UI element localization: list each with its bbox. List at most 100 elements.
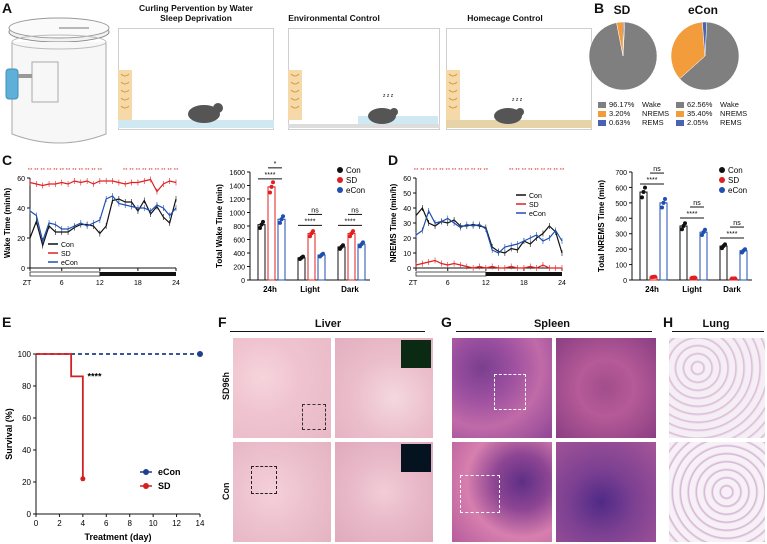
sig-star-col: * * xyxy=(41,168,45,174)
legend-swatch-wake xyxy=(598,102,606,108)
sig-star-col: * * xyxy=(446,168,450,174)
light-phase-bar xyxy=(415,271,487,277)
sig-star-col: * * xyxy=(465,168,469,174)
lung-title: Lung xyxy=(702,318,730,330)
spleen-title-rule xyxy=(456,331,652,332)
pie-slice-rems xyxy=(702,21,707,57)
lung-title-rule xyxy=(672,331,764,332)
spleen-sd-zoom-box xyxy=(494,374,526,410)
sig-star-col: * * xyxy=(161,168,165,174)
y-tick-label: 40 xyxy=(17,206,25,213)
pie-title-econ: eCon xyxy=(688,3,718,17)
liver-sd-zoom-box xyxy=(302,404,326,430)
legend-text-sd: SD xyxy=(346,176,357,185)
sig-star-col: * * xyxy=(471,168,475,174)
x-tick-label: 24 xyxy=(172,280,180,287)
y-tick-label: 60 xyxy=(22,414,31,423)
x-tick-label: 4 xyxy=(81,519,86,528)
data-dot xyxy=(321,251,325,256)
row-label-con: Con xyxy=(221,482,231,501)
spleen-con-low xyxy=(452,442,552,542)
bar-econ-24h xyxy=(277,218,286,281)
y-tick-label: 1600 xyxy=(229,170,245,177)
data-dot xyxy=(733,276,737,281)
series-line-econ xyxy=(415,209,563,254)
sig-star-col: * * xyxy=(534,168,538,174)
data-dot xyxy=(680,227,684,232)
y-tick-label: 500 xyxy=(615,201,627,208)
legend-value: 35.40% xyxy=(687,109,713,118)
sig-star-col: * * xyxy=(60,168,64,174)
sig-star-col: * * xyxy=(420,168,424,174)
y-tick-label: 700 xyxy=(615,170,627,177)
pie-slice-rems xyxy=(622,21,625,57)
legend-swatch-rems xyxy=(676,120,684,126)
y-tick-label: 0 xyxy=(407,266,411,273)
liver-con-inset xyxy=(401,444,431,472)
liver-con-high xyxy=(335,442,433,542)
y-tick-label: 0 xyxy=(21,266,25,273)
sig-label: ns xyxy=(733,220,741,227)
legend-dot-econ xyxy=(337,187,343,193)
dark-phase-bar xyxy=(99,272,176,276)
data-dot xyxy=(703,227,707,232)
pie-chart-econ xyxy=(670,21,740,91)
legend-text-econ: eCon xyxy=(529,211,546,218)
liver-sd-low xyxy=(233,338,331,438)
legend-text-sd: SD xyxy=(529,202,539,209)
legend-label: REMS xyxy=(720,118,742,127)
y-tick-label: 10 xyxy=(403,251,411,258)
panel-a-env-cage xyxy=(288,28,440,130)
bar-sd-light xyxy=(307,232,316,281)
y-tick-label: 1200 xyxy=(229,197,245,204)
sig-star-col: * * xyxy=(79,168,83,174)
y-tick-label: 100 xyxy=(615,263,627,270)
sig-label: **** xyxy=(345,218,356,225)
liver-sd-inset xyxy=(401,340,431,368)
sig-star-col: * * xyxy=(85,168,89,174)
y-tick-label: 1400 xyxy=(229,184,245,191)
legend-value: 0.63% xyxy=(609,118,631,127)
home-cage-contents xyxy=(446,70,592,128)
legend-label: Wake xyxy=(642,100,661,109)
sig-star-col: * * xyxy=(439,168,443,174)
x-tick-label: 24 xyxy=(558,280,566,287)
data-dot xyxy=(279,217,284,222)
data-dot xyxy=(351,229,355,234)
legend-dot-sd xyxy=(337,177,343,183)
x-tick-label: 12 xyxy=(96,280,104,287)
sig-star-col: * * xyxy=(66,168,70,174)
legend-label: REMS xyxy=(642,118,664,127)
y-axis-title: Total NREMS Time (min) xyxy=(597,180,606,272)
y-tick-label: 400 xyxy=(233,251,245,258)
y-tick-label: 0 xyxy=(241,278,245,285)
legend-label: NREMS xyxy=(720,109,748,118)
data-dot xyxy=(341,243,345,248)
sig-label: **** xyxy=(88,371,103,381)
x-tick-label: 24h xyxy=(645,285,659,294)
legend-swatch-rems xyxy=(598,120,606,126)
row-label-sd96h: SD96h xyxy=(221,371,231,400)
y-tick-label: 0 xyxy=(27,510,32,519)
legend-dot-econ xyxy=(143,469,149,475)
sig-label: ns xyxy=(311,207,319,214)
y-tick-label: 20 xyxy=(403,236,411,243)
env-cage-contents xyxy=(288,70,440,128)
x-tick-label: 14 xyxy=(196,519,205,528)
liver-con-low xyxy=(233,442,331,542)
panel-a-title-sd: Curling Pervention by Water Sleep Depriv… xyxy=(139,3,253,23)
legend-text-econ: eCon xyxy=(728,186,747,195)
data-dot xyxy=(643,185,647,190)
spleen-sd-high xyxy=(556,338,656,438)
legend-dot-sd xyxy=(143,483,149,489)
data-dot xyxy=(743,247,747,252)
legend-text-con: Con xyxy=(346,166,361,175)
sig-star-col: * * xyxy=(98,168,102,174)
panel-label-d: D xyxy=(388,152,399,168)
data-dot xyxy=(261,219,265,224)
y-tick-label: 0 xyxy=(623,278,627,285)
sig-star-col: * * xyxy=(477,168,481,174)
x-tick-label: 6 xyxy=(104,519,109,528)
x-tick-label: Dark xyxy=(341,285,359,294)
sig-label: **** xyxy=(265,172,276,179)
